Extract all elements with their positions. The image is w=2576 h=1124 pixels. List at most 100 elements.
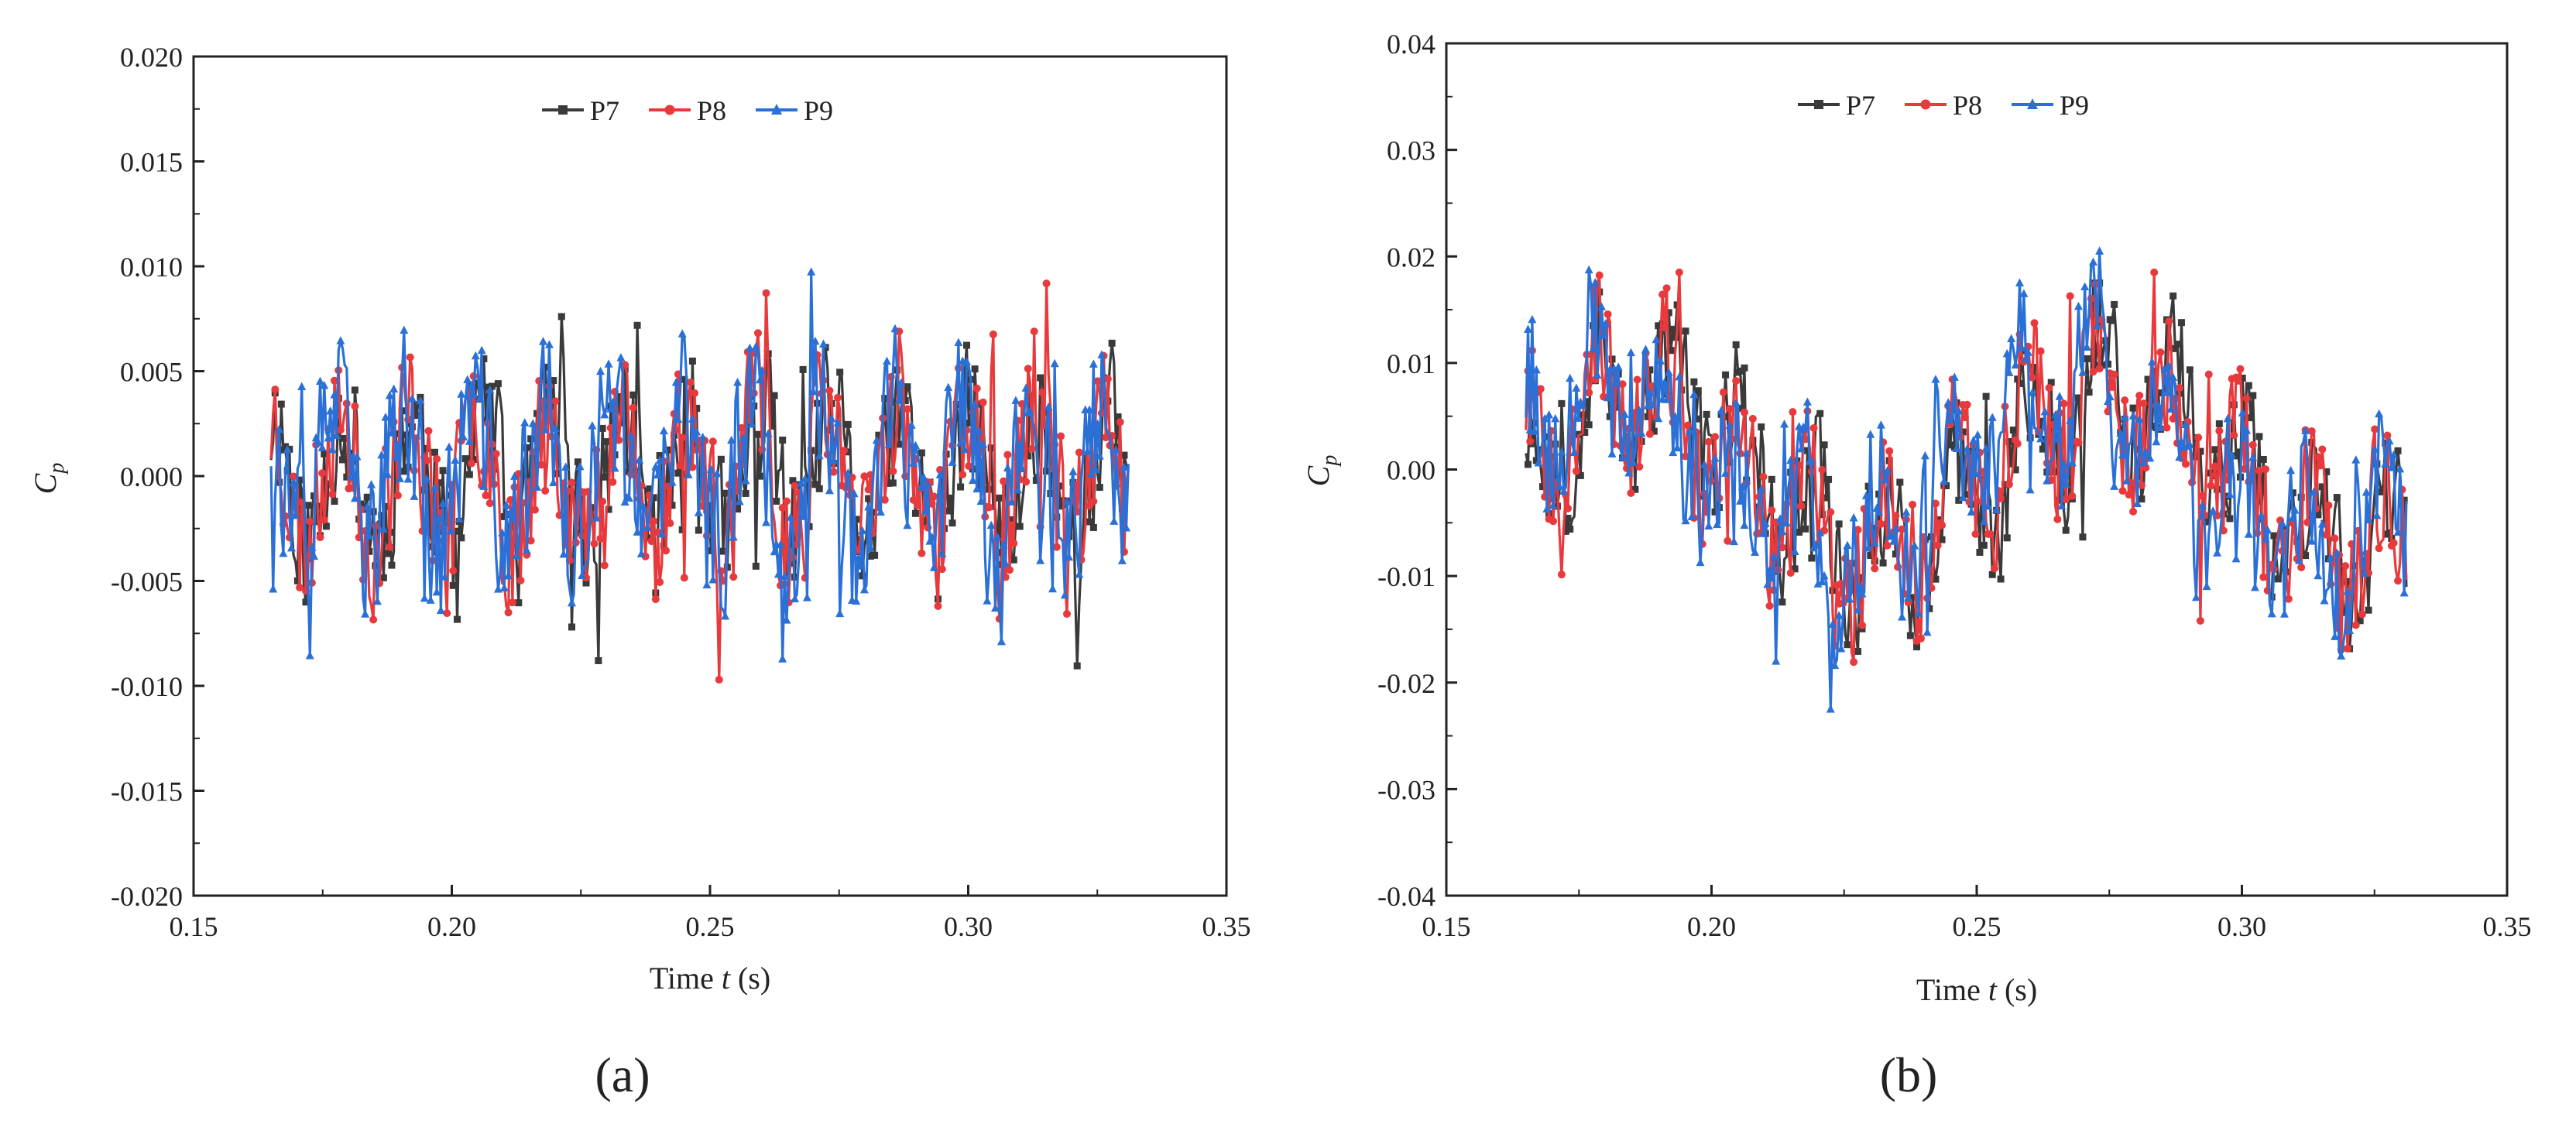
chart-a-p9-point (727, 435, 736, 444)
chart-a-p7-point (306, 555, 314, 563)
chart-b-p7-point (1671, 334, 1679, 341)
chart-b-p9-point (1796, 444, 1806, 453)
chart-a-p7-point (1032, 477, 1040, 485)
chart-b-p9-point (2023, 348, 2032, 356)
chart-b-p8-point (2343, 644, 2351, 653)
chart-a-p7-point (557, 313, 565, 320)
chart-b-p9-point (1988, 413, 1997, 421)
chart-b-p7-point (2394, 447, 2402, 454)
chart-b-p7-point (2259, 455, 2267, 463)
chart-b-p8-point (2175, 384, 2183, 392)
chart-b-p8-point (2314, 453, 2322, 461)
chart-b-p9-point (1604, 392, 1613, 402)
chart-b-p9-point (1958, 492, 1967, 502)
chart-b-p7-point (2067, 466, 2074, 474)
chart-a-p7-point (523, 444, 530, 451)
chart-a-p8-point (1103, 375, 1112, 383)
chart-a-p9-point (757, 365, 767, 375)
chart-a-p9-point (786, 512, 795, 521)
chart-b-p8-point (1595, 271, 1604, 279)
chart-b-p9-point (2028, 388, 2037, 396)
chart-a-p7-point (948, 519, 956, 527)
chart-b-p8-point (1990, 564, 1998, 573)
chart-a-p9-point (780, 571, 789, 580)
chart-a-p9-point (283, 444, 292, 454)
chart-b-p8-point (1549, 517, 1558, 526)
chart-b-p8-point (2284, 595, 2293, 603)
chart-b-p7-point (2012, 466, 2019, 474)
chart-a-p7-point (1073, 662, 1081, 670)
chart-a-p8-point (482, 492, 490, 500)
chart-a-p7-point (946, 494, 954, 502)
chart-b-p7-point (2211, 446, 2219, 454)
chart-a-legend-marker-p9 (771, 104, 782, 115)
chart-b-p9-point (1599, 331, 1608, 340)
chart-b-p9-point (2362, 488, 2371, 496)
chart-a-p8-point (336, 426, 345, 434)
chart-a-p9-point (1001, 558, 1010, 567)
chart-b-p9-point (1843, 540, 1852, 550)
chart-b-p9-point (1875, 507, 1884, 516)
chart-b-p9-point (1881, 475, 1890, 484)
chart-b-p8-point (2068, 492, 2077, 500)
chart-b-p8-point (2095, 365, 2104, 373)
chart-a-p8-point (485, 499, 494, 508)
chart-a-p7-point (578, 495, 586, 503)
chart-a-ytick-label: 0.000 (120, 461, 183, 492)
chart-a-legend-item-p8: P8 (649, 95, 726, 126)
chart-b-p9-point (2040, 406, 2049, 416)
chart-b-p9-point (1572, 383, 1581, 392)
chart-a-p7-point (895, 440, 903, 448)
chart-b-p9-point (2240, 433, 2249, 442)
chart-a-p9-point (897, 378, 906, 386)
chart-a-p9-point (471, 351, 480, 360)
chart-b-p9-point (1557, 447, 1566, 456)
chart-b-p7-point (2047, 379, 2055, 386)
chart-a-p8-point (686, 378, 695, 386)
chart-b-p9-point (1898, 612, 1907, 621)
chart-b-p8-point (2211, 462, 2219, 471)
chart-a-p7-point (277, 400, 285, 408)
chart-b-p9-point (1700, 460, 1709, 468)
chart-a-p8-point (903, 405, 911, 413)
chart-b-p9-point (2066, 415, 2075, 424)
chart-a-p8-point (909, 495, 918, 504)
chart-a-p9-point (1048, 584, 1057, 593)
chart-b-xlabel: Time t (s) (1916, 972, 2037, 1007)
chart-a-p9-point (751, 341, 760, 351)
chart-b-p9-point (2011, 360, 2020, 369)
chart-b-p8-point (2118, 487, 2127, 495)
chart-b-p7-point (2003, 534, 2011, 542)
chart-a-p9-point (917, 482, 926, 491)
chart-a-p9-point (692, 427, 701, 436)
chart-b-p7-point (1988, 571, 1996, 578)
chart-a-p8-point (934, 602, 942, 611)
chart-b-p9-point (2343, 587, 2352, 595)
chart-a-p7-point (674, 469, 682, 477)
chart-b-p8-point (2139, 399, 2148, 408)
chart-a-p9-point (671, 377, 681, 386)
chart-b-p9-point (2181, 420, 2190, 428)
chart-a-p7-point (918, 449, 925, 457)
chart-a-p9-point (510, 471, 520, 480)
chart-b-p9-point (2267, 608, 2276, 618)
chart-a-p9-point (595, 366, 605, 375)
chart-b-p9-point (2381, 459, 2390, 468)
chart-b-p7-point (2177, 319, 2185, 327)
chart-b-p9-point (1696, 557, 1705, 567)
chart-a-p9-point (667, 478, 677, 486)
chart-a-p8-point (271, 386, 280, 394)
chart-a-p9-point (454, 514, 464, 523)
chart-a-p8-point (468, 459, 476, 468)
chart-a-p7-point (605, 505, 612, 513)
chart-a-p7-point (957, 483, 965, 491)
chart-b-p7-point (1646, 366, 1654, 374)
chart-a-xlabel: Time t (s) (650, 961, 770, 995)
chart-b-p7-point (2247, 414, 2255, 422)
chart-a-p9-point (434, 513, 444, 523)
chart-b-p7-point (1690, 378, 1698, 386)
chart-a-p7-point (1120, 451, 1128, 459)
chart-b-p9-point (1943, 398, 1953, 406)
chart-a-p7-point (1089, 523, 1097, 531)
chart-a-p7-point (363, 493, 371, 501)
